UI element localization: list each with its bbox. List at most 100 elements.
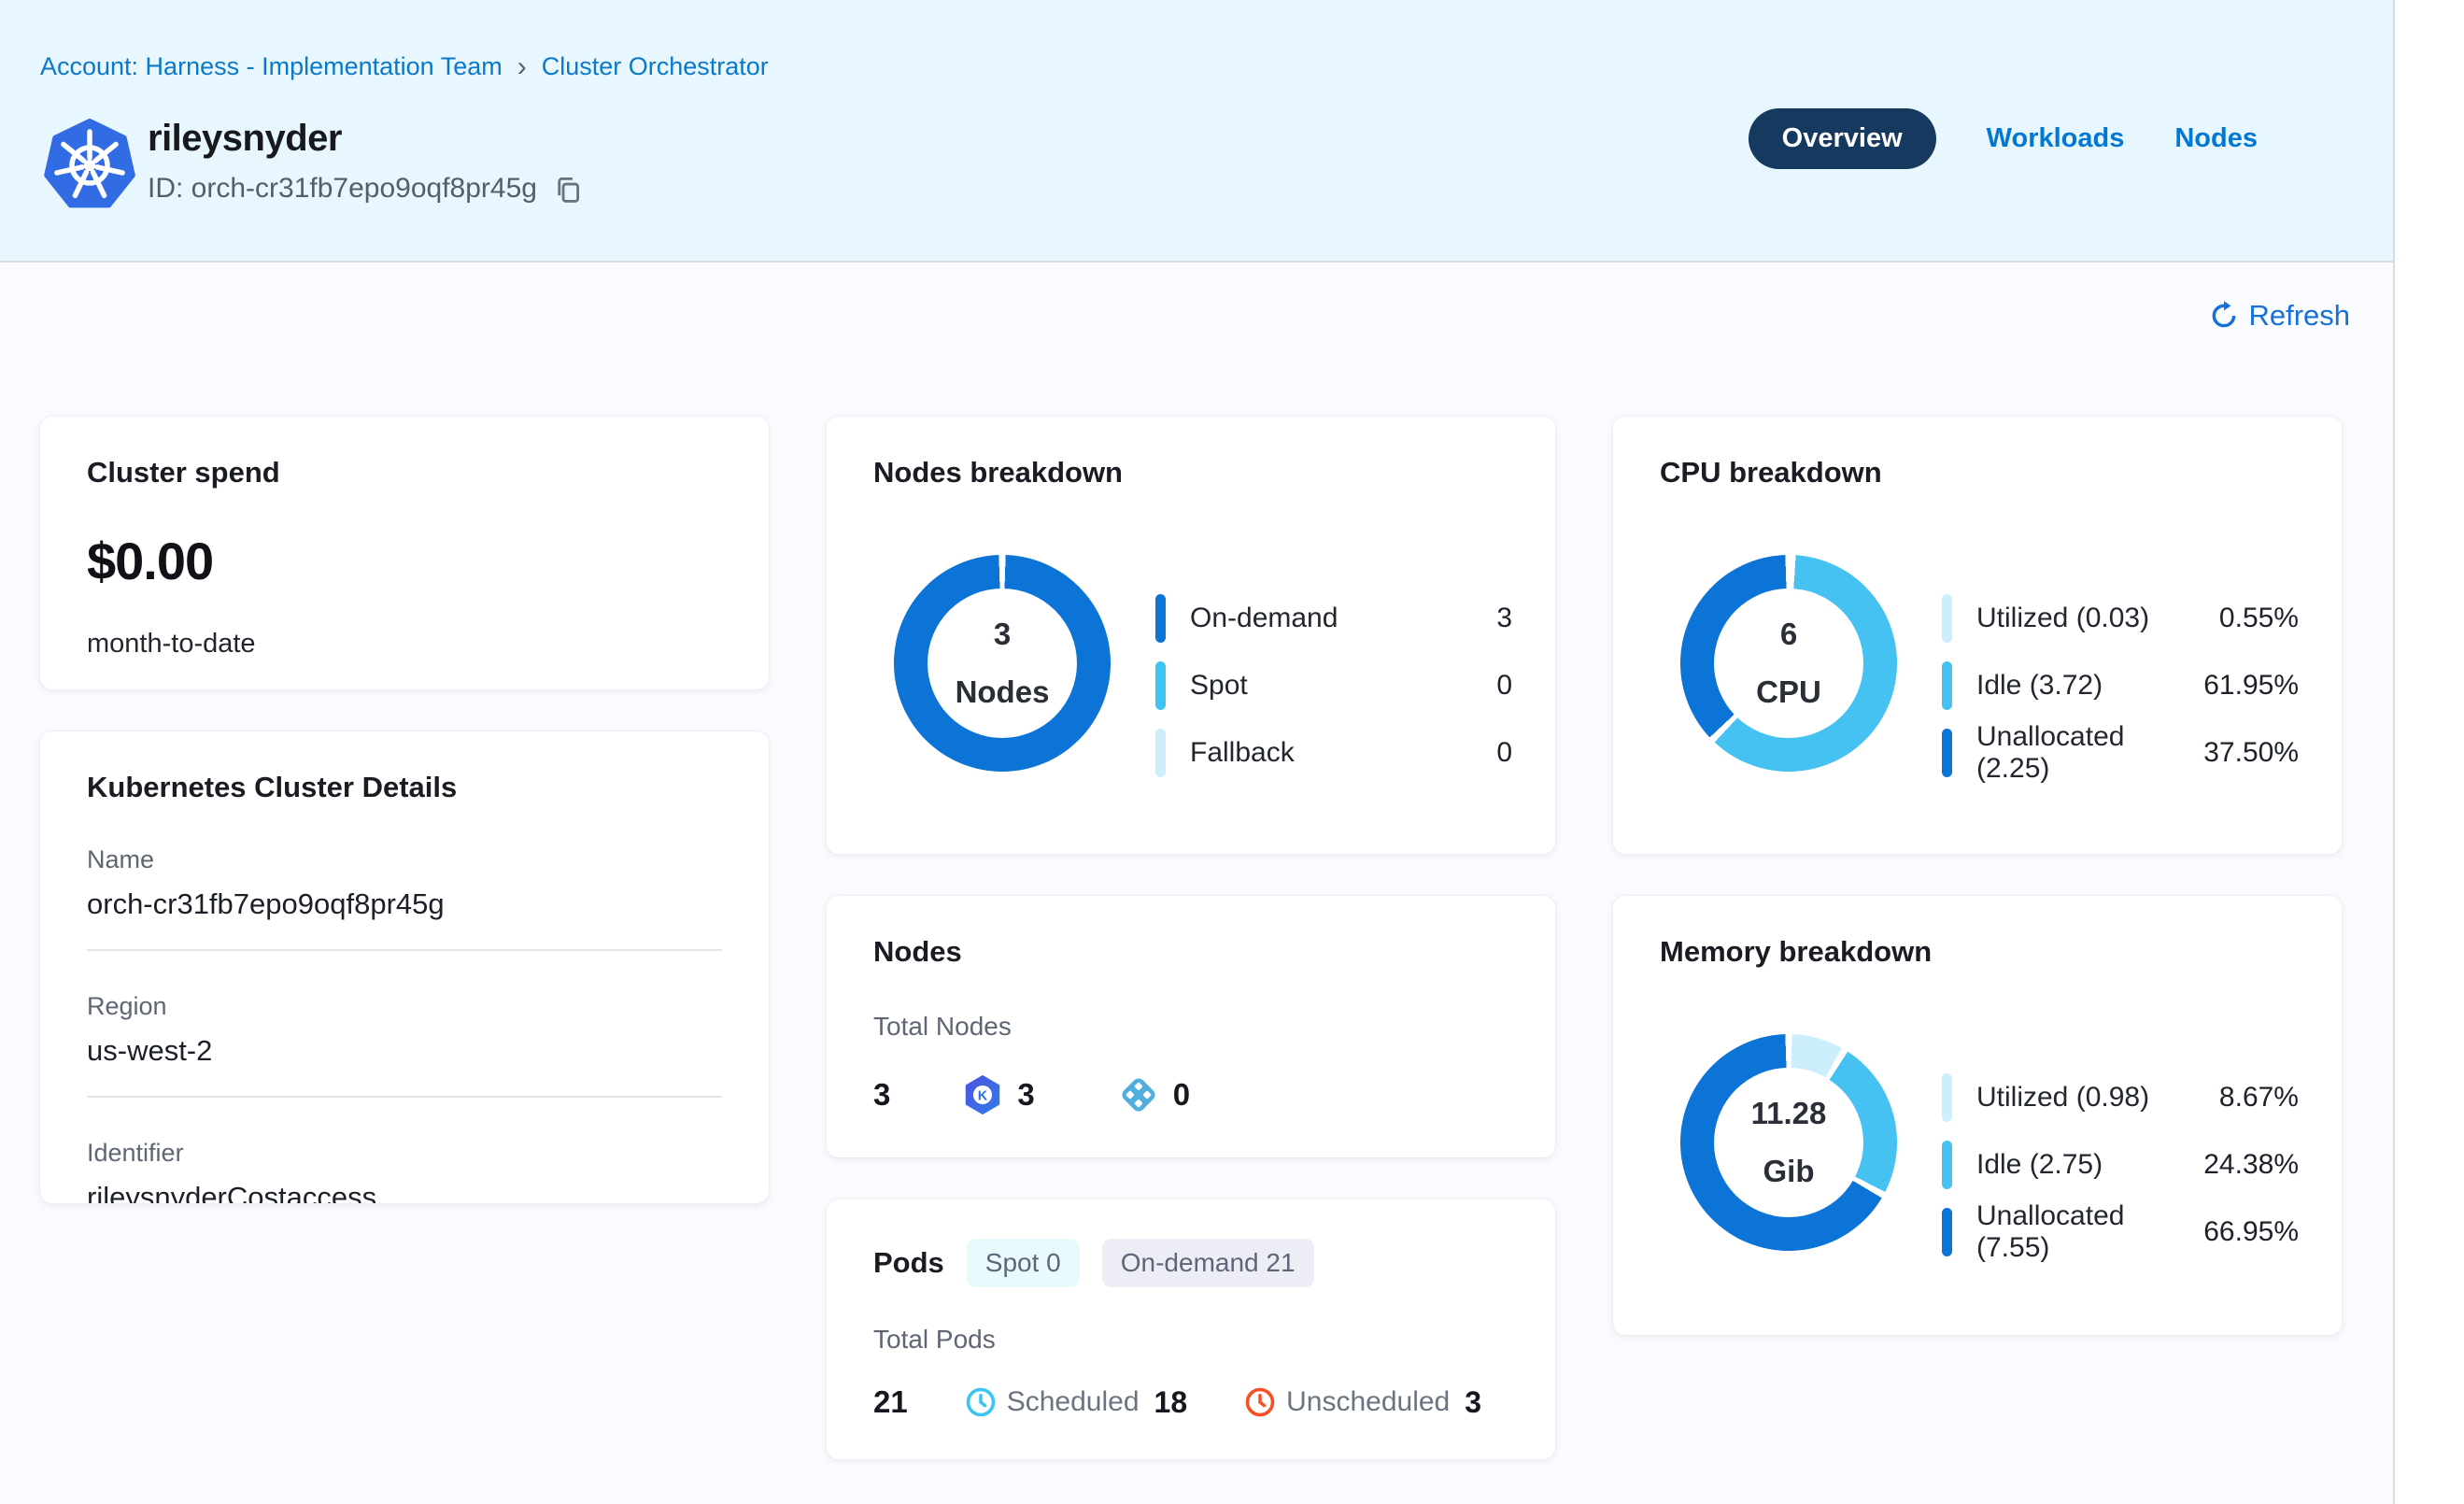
legend-value: 61.95% — [2203, 670, 2299, 701]
field-value-identifier: rileysnyderCostaccess — [87, 1181, 377, 1203]
divider — [87, 1096, 722, 1098]
cpu-breakdown-donut — [1680, 555, 1897, 772]
scheduled-clock-icon — [964, 1385, 998, 1419]
legend-marker — [1942, 1073, 1952, 1122]
legend-label: Unallocated (7.55) — [1976, 1200, 2125, 1263]
autoscaler-diamond-icon — [1117, 1073, 1160, 1116]
legend-row: Spot 0 — [1155, 660, 1512, 712]
nodes-title: Nodes — [873, 935, 962, 968]
legend-row: Utilized (0.98) 8.67% — [1942, 1071, 2299, 1124]
nodes-breakdown-title: Nodes breakdown — [873, 456, 1123, 489]
legend-label: On-demand — [1190, 603, 1338, 633]
nodes-breakdown-card: Nodes breakdown 3 Nodes On-demand 3 Spot 0 F… — [827, 417, 1555, 854]
breadcrumb-separator-icon: › — [517, 51, 527, 82]
spot-pods-badge: Spot 0 — [966, 1239, 1080, 1287]
legend-marker — [1942, 1208, 1952, 1256]
nodes-breakdown-donut-center: 3 Nodes — [955, 617, 1050, 709]
field-value-region: us-west-2 — [87, 1034, 213, 1067]
legend-row: Idle (3.72) 61.95% — [1942, 660, 2299, 712]
autoscaler-nodes-value: 0 — [1172, 1077, 1191, 1112]
cluster-title-block: rileysnyder ID: orch-cr31fb7epo9oqf8pr45… — [148, 118, 586, 206]
legend-value: 0 — [1496, 737, 1512, 768]
refresh-icon — [2209, 301, 2239, 331]
legend-row: On-demand 3 — [1155, 592, 1512, 645]
legend-marker — [1942, 661, 1952, 710]
legend-label: Utilized (0.03) — [1976, 603, 2150, 633]
cluster-spend-period: month-to-date — [87, 629, 256, 659]
svg-text:K: K — [978, 1088, 988, 1103]
legend-marker — [1942, 729, 1952, 777]
karpenter-icon: K — [961, 1073, 1004, 1116]
legend-row: Fallback 0 — [1155, 727, 1512, 779]
right-edge-strip — [2393, 0, 2464, 1504]
cluster-spend-card: Cluster spend $0.00 month-to-date — [40, 417, 769, 689]
legend-label: Idle (3.72) — [1976, 670, 2103, 701]
tab-overview[interactable]: Overview — [1748, 108, 1936, 169]
legend-value: 8.67% — [2218, 1082, 2299, 1113]
kubernetes-logo-icon — [43, 118, 136, 213]
unscheduled-clock-icon — [1243, 1385, 1277, 1419]
legend-label: Unallocated (2.25) — [1976, 721, 2125, 784]
legend-marker — [1155, 661, 1166, 710]
tab-nodes[interactable]: Nodes — [2174, 123, 2258, 153]
cpu-breakdown-legend: Utilized (0.03) 0.55% Idle (3.72) 61.95% Una… — [1942, 592, 2299, 784]
refresh-button[interactable]: Refresh — [2209, 299, 2350, 333]
total-nodes-label: Total Nodes — [873, 1012, 1012, 1041]
breadcrumb-page-link[interactable]: Cluster Orchestrator — [541, 52, 769, 80]
cpu-breakdown-card: CPU breakdown 6 CPU Utilized (0.03) 0.55%… — [1613, 417, 2342, 854]
page-title: rileysnyder — [148, 118, 342, 159]
nodes-breakdown-legend: On-demand 3 Spot 0 Fallback 0 — [1155, 592, 1512, 779]
tab-workloads[interactable]: Workloads — [1986, 123, 2125, 153]
memory-breakdown-card: Memory breakdown 11.28 Gib Utilized (0.9… — [1613, 896, 2342, 1335]
legend-label: Idle (2.75) — [1976, 1149, 2103, 1180]
legend-label: Fallback — [1190, 737, 1295, 768]
breadcrumb-account-link[interactable]: Account: Harness - Implementation Team — [40, 52, 503, 80]
cpu-breakdown-title: CPU breakdown — [1660, 456, 1882, 489]
legend-value: 66.95% — [2203, 1216, 2299, 1247]
legend-marker — [1942, 1141, 1952, 1189]
memory-breakdown-title: Memory breakdown — [1660, 935, 1933, 968]
legend-value: 0 — [1496, 670, 1512, 701]
divider — [87, 949, 722, 951]
karpenter-nodes-value: 3 — [1017, 1077, 1035, 1112]
legend-value: 3 — [1496, 603, 1512, 633]
copy-icon[interactable] — [550, 171, 586, 206]
legend-marker — [1942, 594, 1952, 643]
nodes-card: Nodes Total Nodes 3 K 3 — [827, 896, 1555, 1157]
pods-title: Pods — [873, 1246, 944, 1279]
scheduled-label: Scheduled — [1006, 1386, 1140, 1417]
cpu-breakdown-donut-center: 6 CPU — [1756, 617, 1821, 709]
cluster-details-card: Kubernetes Cluster Details Name orch-cr3… — [40, 731, 769, 1203]
total-pods-value: 21 — [873, 1384, 908, 1419]
legend-value: 0.55% — [2218, 603, 2299, 633]
memory-breakdown-donut — [1680, 1034, 1897, 1251]
legend-marker — [1155, 729, 1166, 777]
cluster-spend-amount: $0.00 — [87, 532, 214, 590]
legend-row: Unallocated (7.55) 66.95% — [1942, 1200, 2299, 1263]
pods-card: Pods Spot 0 On-demand 21 Total Pods 21 S… — [827, 1199, 1555, 1459]
view-tabs: Overview Workloads Nodes — [1748, 108, 2258, 169]
refresh-label: Refresh — [2248, 299, 2350, 332]
field-value-name: orch-cr31fb7epo9oqf8pr45g — [87, 887, 445, 920]
legend-label: Utilized (0.98) — [1976, 1082, 2150, 1113]
page-header: Account: Harness - Implementation Team ›… — [0, 0, 2393, 262]
legend-value: 37.50% — [2203, 737, 2299, 768]
unscheduled-value: 3 — [1465, 1384, 1482, 1419]
legend-row: Unallocated (2.25) 37.50% — [1942, 721, 2299, 784]
unscheduled-label: Unscheduled — [1286, 1386, 1451, 1417]
field-label-identifier: Identifier — [87, 1139, 184, 1167]
memory-breakdown-donut-center: 11.28 Gib — [1750, 1096, 1827, 1188]
total-pods-label: Total Pods — [873, 1325, 996, 1354]
field-label-region: Region — [87, 992, 167, 1020]
scheduled-value: 18 — [1154, 1384, 1188, 1419]
memory-breakdown-legend: Utilized (0.98) 8.67% Idle (2.75) 24.38% Una… — [1942, 1071, 2299, 1263]
cluster-spend-title: Cluster spend — [87, 456, 280, 489]
ondemand-pods-badge: On-demand 21 — [1101, 1239, 1314, 1287]
breadcrumb: Account: Harness - Implementation Team ›… — [40, 52, 769, 81]
legend-label: Spot — [1190, 670, 1248, 701]
legend-row: Idle (2.75) 24.38% — [1942, 1139, 2299, 1191]
total-nodes-value: 3 — [873, 1077, 891, 1112]
legend-value: 24.38% — [2203, 1149, 2299, 1180]
legend-marker — [1155, 594, 1166, 643]
legend-row: Utilized (0.03) 0.55% — [1942, 592, 2299, 645]
